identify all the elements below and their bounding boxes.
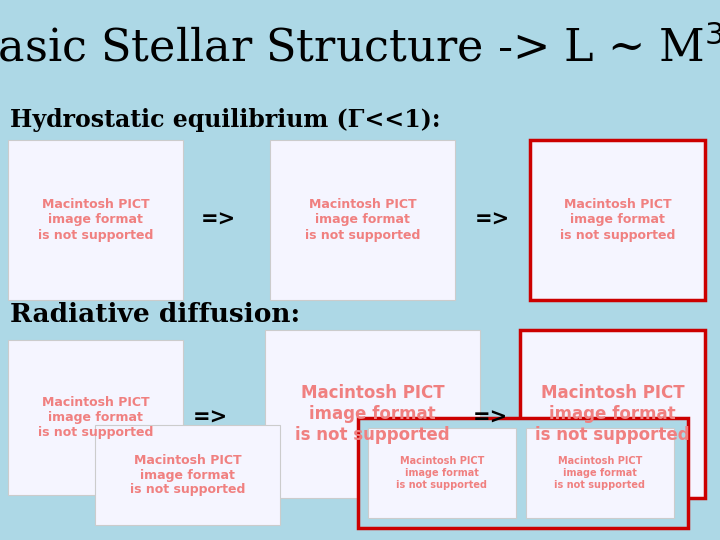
Text: Macintosh PICT
image format
is not supported: Macintosh PICT image format is not suppo… (560, 199, 675, 241)
Bar (358, 418, 688, 528)
Text: Macintosh PICT
image format
is not supported: Macintosh PICT image format is not suppo… (535, 384, 690, 444)
Bar (8, 340, 183, 495)
Text: Macintosh PICT
image format
is not supported: Macintosh PICT image format is not suppo… (295, 384, 450, 444)
Bar (526, 428, 674, 518)
Text: =>: => (474, 210, 510, 230)
Text: =>: => (192, 408, 228, 428)
Text: Macintosh PICT
image format
is not supported: Macintosh PICT image format is not suppo… (397, 456, 487, 490)
Text: Macintosh PICT
image format
is not supported: Macintosh PICT image format is not suppo… (130, 454, 246, 496)
Bar (520, 330, 705, 498)
Text: Macintosh PICT
image format
is not supported: Macintosh PICT image format is not suppo… (554, 456, 646, 490)
Text: =>: => (200, 210, 235, 230)
Bar (8, 140, 183, 300)
Text: Basic Stellar Structure -> L ~ M$^{3+}$: Basic Stellar Structure -> L ~ M$^{3+}$ (0, 26, 720, 70)
Text: Hydrostatic equilibrium (Γ<<1):: Hydrostatic equilibrium (Γ<<1): (10, 108, 441, 132)
Bar (368, 428, 516, 518)
Text: Macintosh PICT
image format
is not supported: Macintosh PICT image format is not suppo… (38, 396, 153, 439)
Text: Macintosh PICT
image format
is not supported: Macintosh PICT image format is not suppo… (38, 199, 153, 241)
Bar (95, 425, 280, 525)
Bar (530, 140, 705, 300)
Text: Radiative diffusion:: Radiative diffusion: (10, 302, 300, 327)
Bar (265, 330, 480, 498)
Bar (270, 140, 455, 300)
Text: =>: => (472, 408, 508, 428)
Text: Macintosh PICT
image format
is not supported: Macintosh PICT image format is not suppo… (305, 199, 420, 241)
